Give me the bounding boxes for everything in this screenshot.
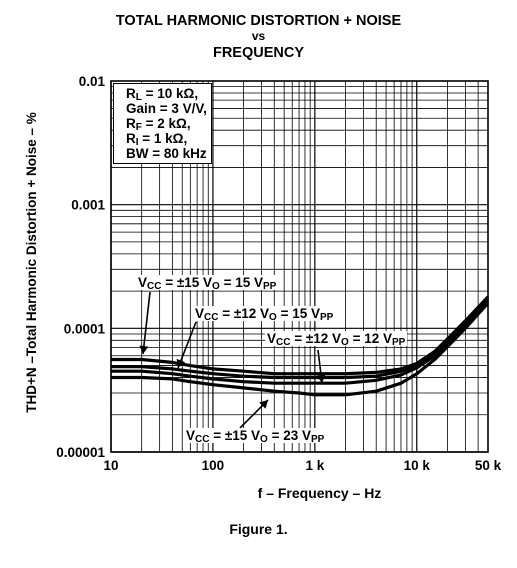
annotation-arrowhead-3 bbox=[316, 374, 326, 383]
x-tick-label: 100 bbox=[202, 458, 225, 473]
condition-bandwidth: BW = 80 kHz bbox=[126, 146, 207, 161]
y-tick-label: 0.01 bbox=[79, 74, 106, 89]
series-label-15v-15vpp: VCC = ±15 VO = 15 VPP bbox=[136, 275, 279, 292]
condition-gain: Gain = 3 V/V, bbox=[126, 101, 207, 116]
annotation-arrowhead-4 bbox=[259, 400, 268, 409]
x-tick-label: 50 k bbox=[475, 458, 502, 473]
figure-caption: Figure 1. bbox=[229, 521, 288, 537]
x-tick-label: 1 k bbox=[305, 458, 324, 473]
annotation-pointer-2 bbox=[177, 321, 197, 369]
series-label-12v-15vpp: VCC = ±12 VO = 15 VPP bbox=[193, 306, 336, 323]
condition-load: RL = 10 kΩ, bbox=[126, 86, 199, 103]
series-line-4 bbox=[111, 302, 490, 397]
x-tick-label: 10 bbox=[103, 458, 118, 473]
series-line-3 bbox=[111, 300, 490, 385]
y-tick-label: 0.001 bbox=[71, 198, 105, 213]
y-tick-label: 0.00001 bbox=[56, 445, 105, 460]
annotation-pointer-1 bbox=[142, 291, 151, 355]
y-tick-label: 0.0001 bbox=[64, 321, 106, 336]
chart-title-line3: FREQUENCY bbox=[212, 45, 305, 61]
x-axis-label: f – Frequency – Hz bbox=[258, 485, 382, 501]
x-tick-label: 10 k bbox=[404, 458, 431, 473]
plot-frame bbox=[110, 80, 489, 453]
condition-feedback-resistor: RF = 2 kΩ, bbox=[126, 116, 191, 133]
y-axis-label: THD+N –Total Harmonic Distortion + Noise… bbox=[24, 112, 39, 413]
chart-title-line1: TOTAL HARMONIC DISTORTION + NOISE bbox=[115, 13, 402, 29]
test-conditions-box: RL = 10 kΩ, Gain = 3 V/V, RF = 2 kΩ, RI … bbox=[113, 83, 212, 164]
series-label-15v-23vpp: VCC = ±15 VO = 23 VPP bbox=[184, 428, 327, 445]
condition-input-resistor: RI = 1 kΩ, bbox=[126, 131, 188, 148]
chart-title-line2: vs bbox=[251, 29, 266, 43]
series-line-1 bbox=[111, 295, 490, 376]
annotation-arrowhead-1 bbox=[139, 345, 149, 354]
annotation-arrowhead-2 bbox=[176, 358, 186, 368]
series-label-12v-12vpp: VCC = ±12 VO = 12 VPP bbox=[265, 331, 408, 348]
